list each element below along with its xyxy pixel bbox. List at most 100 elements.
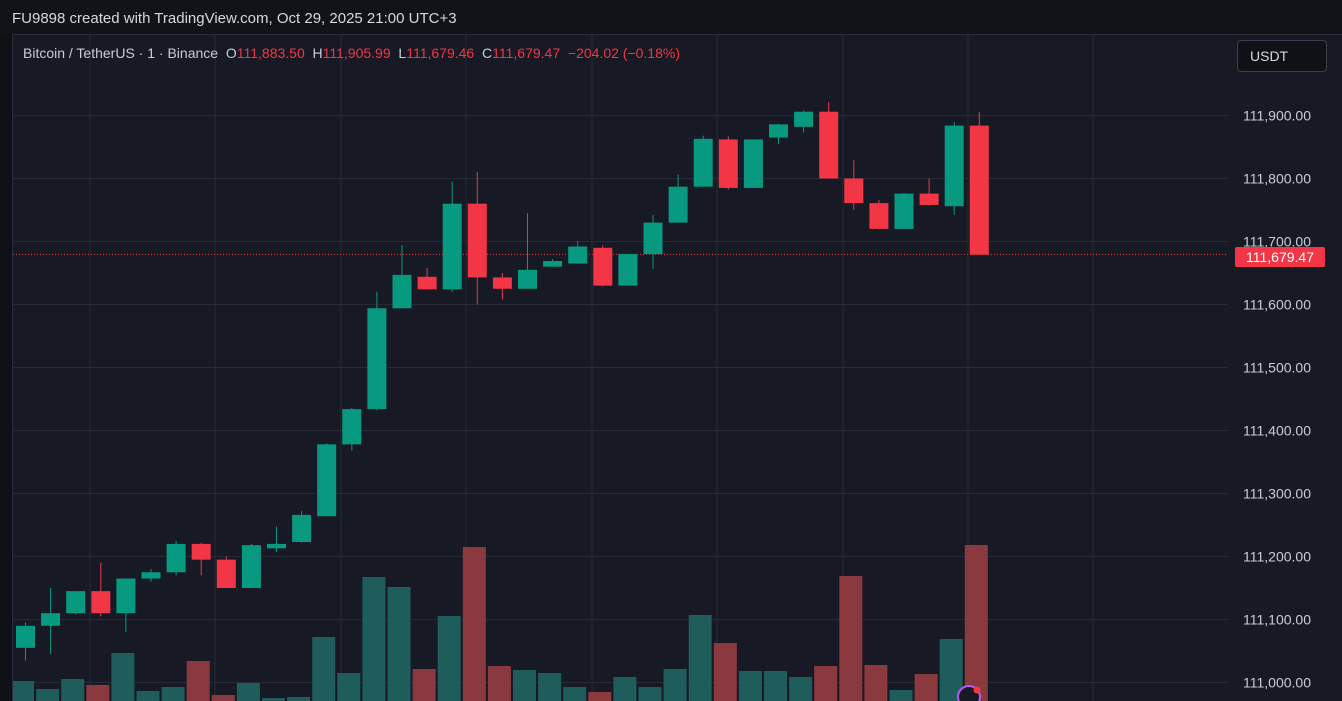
- candle-body: [442, 203, 462, 290]
- candle-body: [292, 514, 312, 543]
- volume-bar: [964, 545, 988, 701]
- volume-bar: [36, 689, 60, 701]
- volume-bar: [487, 666, 511, 701]
- volume-bar: [236, 683, 260, 701]
- candle-body: [467, 203, 487, 278]
- volume-bar: [713, 643, 737, 701]
- price-axis-label: 111,100.00: [1243, 612, 1311, 628]
- volume-bar: [864, 665, 888, 701]
- candle-body: [317, 444, 337, 517]
- volume-bar: [136, 691, 160, 701]
- volume-bar: [61, 679, 85, 701]
- chart-caption: FU9898 created with TradingView.com, Oct…: [12, 10, 457, 27]
- volume-bar: [914, 674, 938, 701]
- volume-bar: [688, 615, 712, 701]
- price-axis-label: 111,700.00: [1243, 234, 1311, 250]
- volume-bar: [462, 547, 486, 701]
- close-value: 111,679.47: [492, 45, 561, 61]
- volume-bar: [588, 692, 612, 701]
- candle-body: [618, 254, 638, 286]
- volume-bar: [663, 669, 687, 701]
- candle-body: [718, 139, 738, 188]
- candlestick-chart[interactable]: 111,900.00 111,800.00 111,700.00 111,600.00…: [13, 35, 1342, 701]
- candle-body: [267, 543, 286, 549]
- candle-body: [743, 139, 763, 188]
- candle-body: [593, 247, 613, 286]
- candle-body: [66, 591, 86, 614]
- volume-bar: [13, 681, 34, 701]
- candle-body: [41, 613, 61, 626]
- candle-body: [819, 111, 839, 179]
- ohlc-legend: Bitcoin / TetherUS · 1 · Binance O111,88…: [23, 45, 680, 61]
- volume-bar: [211, 695, 235, 701]
- price-axis-label: 111,800.00: [1243, 171, 1311, 187]
- volume-bar: [789, 677, 813, 701]
- volume-bar: [287, 697, 311, 701]
- candle-body: [668, 186, 688, 223]
- price-axis-label: 111,600.00: [1243, 297, 1311, 313]
- price-axis-label: 111,400.00: [1243, 423, 1311, 439]
- volume-bar: [337, 673, 361, 701]
- volume-bar: [186, 661, 210, 701]
- notification-dot-icon: [973, 686, 981, 694]
- currency-button[interactable]: USDT: [1237, 40, 1327, 72]
- volume-bar: [362, 577, 386, 701]
- candle-body: [91, 591, 111, 614]
- candle-body: [693, 138, 713, 187]
- candle-body: [944, 125, 964, 207]
- volume-bar: [86, 685, 110, 701]
- volume-bar: [538, 673, 562, 701]
- close-label: C: [482, 45, 493, 61]
- candle-body: [216, 559, 236, 588]
- volume-bar: [111, 653, 135, 701]
- high-label: H: [312, 45, 323, 61]
- candle-body: [869, 203, 889, 229]
- candle-body: [417, 276, 437, 290]
- volume-bar: [513, 670, 536, 701]
- volume-bar: [889, 690, 913, 701]
- price-axis-label: 111,500.00: [1243, 360, 1311, 376]
- candle-body: [141, 572, 161, 579]
- candle-body: [794, 111, 814, 127]
- candle-body: [116, 578, 136, 614]
- candle-body: [367, 308, 387, 410]
- candle-body: [16, 625, 35, 648]
- candle-body: [342, 409, 362, 445]
- low-label: L: [398, 45, 407, 61]
- candle-body: [969, 125, 989, 255]
- change-value: −204.02 (−0.18%): [567, 45, 680, 61]
- candle-body: [844, 178, 864, 204]
- volume-bar: [437, 616, 461, 701]
- low-value: 111,679.46: [406, 45, 475, 61]
- symbol-label[interactable]: Bitcoin / TetherUS · 1 · Binance: [23, 45, 219, 61]
- volume-bar: [764, 671, 787, 701]
- volume-bar: [839, 576, 863, 701]
- volume-bar: [312, 637, 336, 701]
- price-axis-label: 111,300.00: [1243, 486, 1311, 502]
- volume-bar: [563, 687, 587, 701]
- price-axis-label: 111,900.00: [1243, 108, 1311, 124]
- price-axis-label: 111,000.00: [1243, 675, 1311, 691]
- open-value: 111,883.50: [236, 45, 305, 61]
- volume-bar: [738, 671, 762, 701]
- high-value: 111,905.99: [322, 45, 391, 61]
- last-price-label: 111,679.47: [1235, 247, 1325, 267]
- candle-body: [191, 543, 211, 560]
- volume-bar: [939, 639, 963, 701]
- candle-body: [769, 124, 788, 138]
- candle-body: [894, 193, 914, 229]
- volume-bar: [638, 687, 662, 701]
- open-label: O: [225, 45, 237, 61]
- volume-bar: [161, 687, 185, 701]
- volume-bar: [814, 666, 838, 701]
- candle-body: [392, 274, 412, 309]
- candle-body: [241, 545, 261, 588]
- candle-body: [643, 222, 663, 255]
- candle-body: [492, 277, 512, 289]
- candle-body: [518, 269, 537, 289]
- candle-body: [543, 261, 563, 267]
- price-axis-label: 111,200.00: [1243, 549, 1311, 565]
- candle-body: [568, 246, 588, 264]
- volume-bar: [387, 587, 411, 701]
- chart-pane[interactable]: 111,900.00 111,800.00 111,700.00 111,600.00…: [12, 34, 1342, 701]
